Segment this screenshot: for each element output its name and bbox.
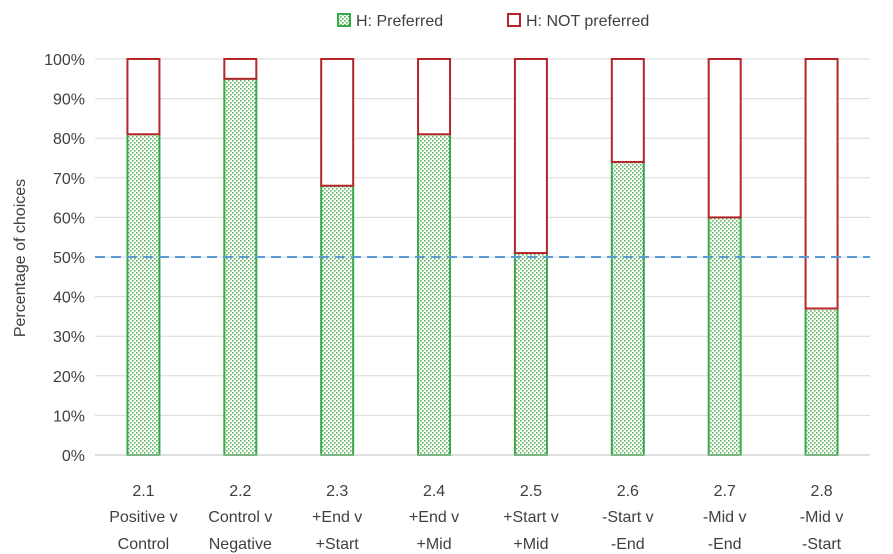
y-tick-label: 30% [53, 329, 85, 346]
category-number: 2.8 [810, 483, 832, 500]
bar-preferred [320, 184, 355, 456]
category-label-line1: -Start v [602, 509, 654, 526]
category-label-line2: Negative [209, 536, 272, 553]
category-labels: 2.1 Positive v Control 2.2 Control v Negative… [109, 483, 843, 553]
legend-swatch-preferred [337, 13, 351, 27]
y-tick-label: 50% [53, 250, 85, 267]
category-number: 2.4 [423, 483, 445, 500]
legend-swatch-not-preferred [507, 13, 521, 27]
category-label-line1: -Mid v [800, 509, 844, 526]
y-axis-label: Percentage of choices [12, 179, 29, 337]
category-label-line1: Positive v [109, 509, 177, 526]
y-tick-label: 40% [53, 290, 85, 307]
bar-not-preferred [804, 58, 839, 310]
legend-label-not-preferred: H: NOT preferred [526, 13, 649, 30]
y-tick-label: 100% [44, 52, 85, 69]
category-number: 2.1 [132, 483, 154, 500]
bar-not-preferred [513, 58, 548, 255]
bar-not-preferred [707, 58, 742, 219]
y-tick-label: 10% [53, 408, 85, 425]
bar-preferred [610, 160, 645, 457]
y-tick-label: 70% [53, 171, 85, 188]
category-label-line2: -End [611, 536, 645, 553]
category-label-line1: Control v [208, 509, 272, 526]
category-number: 2.7 [714, 483, 736, 500]
bar-not-preferred [417, 58, 452, 136]
y-tick-labels: 0% 10% 20% 30% 40% 50% 60% 70% 80% 90% 100% [44, 52, 85, 465]
category-label-line1: +Start v [503, 509, 559, 526]
y-tick-label: 90% [53, 92, 85, 109]
category-label-line2: Control [118, 536, 170, 553]
category-label-line1: +End v [312, 509, 362, 526]
category-label-line2: -End [708, 536, 742, 553]
bar-preferred [804, 307, 839, 457]
category-label-line2: +Mid [417, 536, 452, 553]
bar-not-preferred [126, 58, 161, 136]
y-tick-label: 80% [53, 131, 85, 148]
bar-not-preferred [610, 58, 645, 163]
bar-preferred [513, 252, 548, 456]
legend: H: Preferred H: NOT preferred [337, 13, 649, 30]
y-gridlines [95, 58, 870, 416]
bar-preferred [707, 216, 742, 456]
bar-not-preferred [320, 58, 355, 187]
category-label-line2: +Mid [513, 536, 548, 553]
category-number: 2.2 [229, 483, 251, 500]
y-tick-label: 20% [53, 369, 85, 386]
bar-preferred [223, 77, 258, 457]
legend-label-preferred: H: Preferred [356, 13, 443, 30]
category-label-line2: -Start [802, 536, 842, 553]
category-number: 2.3 [326, 483, 348, 500]
y-tick-label: 0% [62, 448, 85, 465]
bar-preferred [417, 133, 452, 457]
bar-preferred [126, 133, 161, 457]
y-tick-label: 60% [53, 210, 85, 227]
category-label-line1: -Mid v [703, 509, 747, 526]
category-number: 2.5 [520, 483, 542, 500]
category-label-line2: +Start [316, 536, 360, 553]
bar-not-preferred [223, 58, 258, 80]
category-number: 2.6 [617, 483, 639, 500]
category-label-line1: +End v [409, 509, 459, 526]
